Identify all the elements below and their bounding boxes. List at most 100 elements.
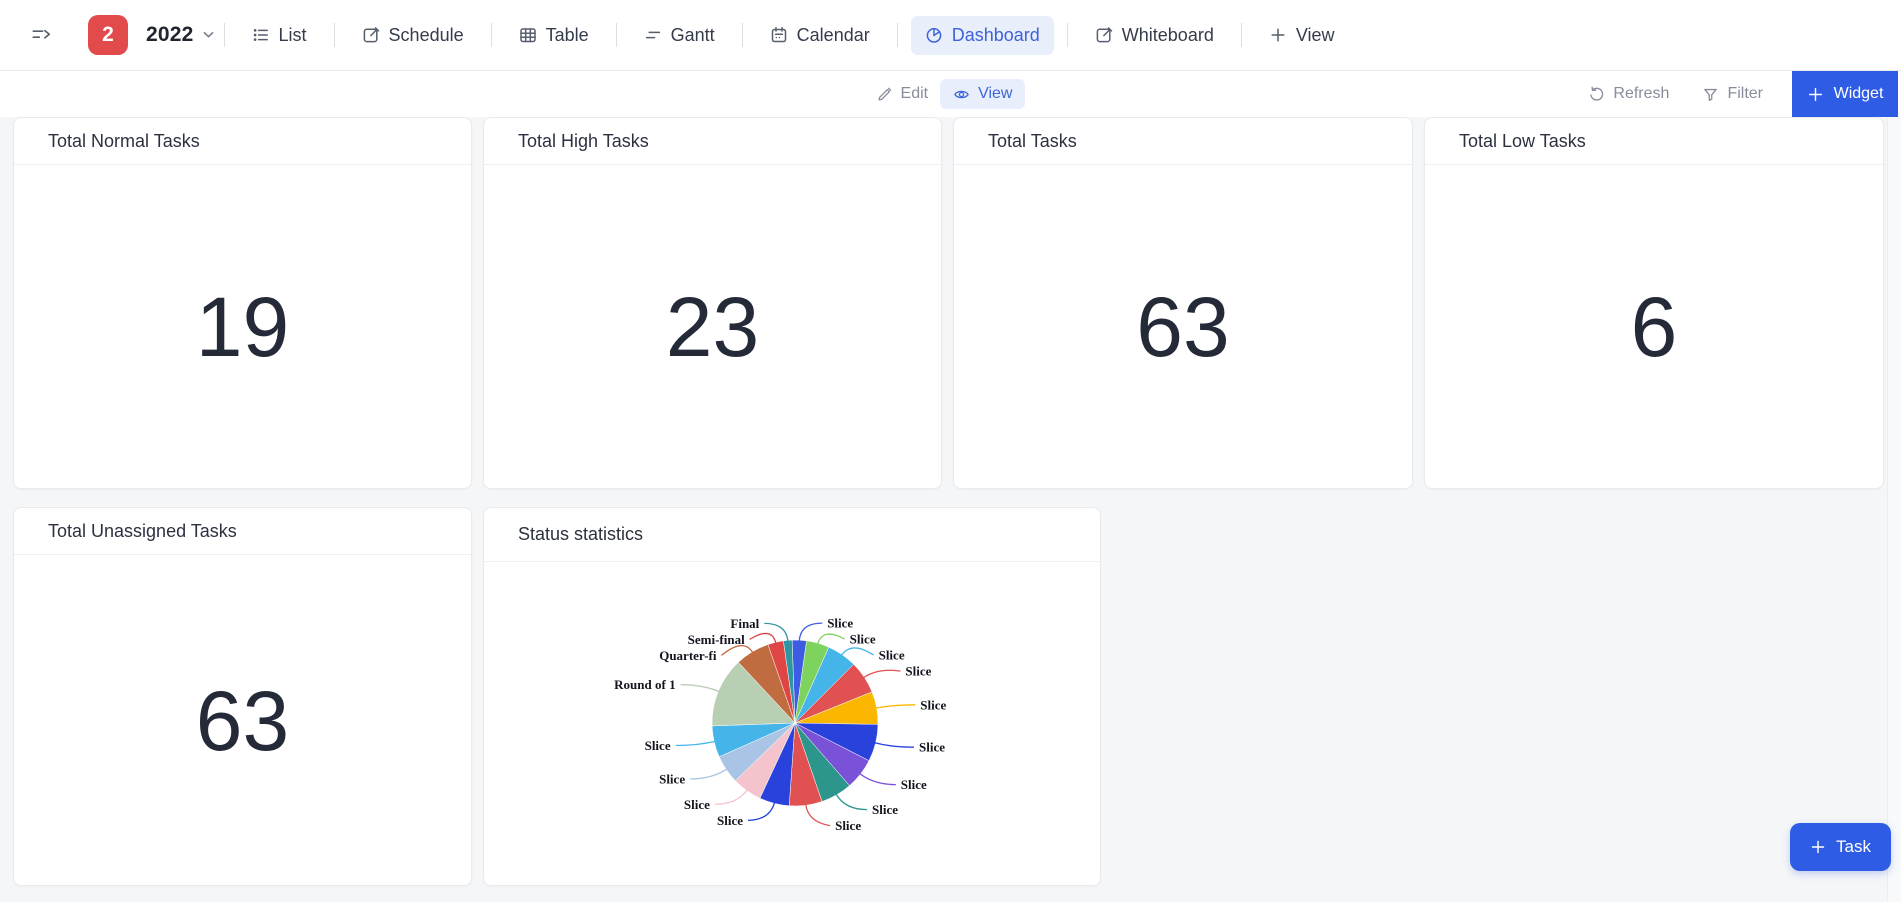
- pie-leader-line: [835, 793, 868, 810]
- widget-card-total-low-tasks[interactable]: Total Low Tasks 6: [1424, 117, 1884, 489]
- plus-icon: [1807, 86, 1824, 103]
- tab-separator: [490, 23, 492, 47]
- gantt-icon: [644, 26, 662, 44]
- widget-card-total-unassigned-tasks[interactable]: Total Unassigned Tasks 63: [13, 507, 472, 886]
- tab-table[interactable]: Table: [505, 16, 603, 55]
- card-title: Total Unassigned Tasks: [14, 508, 471, 555]
- pie-slice-label: Slice: [835, 818, 861, 833]
- dashboard-toolbar: Edit View Refresh Filter: [0, 71, 1901, 117]
- refresh-icon: [1588, 86, 1605, 103]
- pie-slice-label: Slice: [850, 631, 876, 646]
- status-pie-svg: SliceSliceSliceSliceSliceSliceSliceSlice…: [614, 615, 946, 833]
- pie-leader-line: [874, 741, 915, 748]
- tab-label: Calendar: [796, 24, 870, 45]
- top-nav-bar: 2 2022 List Schedule Table: [0, 0, 1901, 71]
- pie-leader-line: [764, 622, 789, 641]
- tab-whiteboard[interactable]: Whiteboard: [1081, 16, 1228, 55]
- edit-label: Edit: [900, 85, 929, 102]
- pie-slice-label: Slice: [659, 771, 685, 786]
- pie-slice-label: Slice: [905, 663, 931, 678]
- vertical-scrollbar[interactable]: [1887, 117, 1901, 902]
- pie-slice-label: Slice: [717, 812, 743, 827]
- plus-icon: [1810, 839, 1826, 855]
- pie-leader-line: [840, 646, 874, 656]
- tab-separator: [896, 23, 898, 47]
- tab-calendar[interactable]: Calendar: [756, 16, 884, 55]
- schedule-icon: [362, 26, 380, 44]
- add-widget-button[interactable]: Widget: [1792, 71, 1898, 117]
- widget-card-status-statistics[interactable]: Status statistics Slice Slice Slice Slice Sl…: [483, 507, 1101, 886]
- tab-dashboard[interactable]: Dashboard: [910, 15, 1054, 55]
- pie-slice-label: Round of 1: [614, 677, 675, 692]
- pie-slice-label: Slice: [879, 647, 905, 662]
- pie-leader-line: [749, 632, 777, 643]
- chevron-down-icon[interactable]: [203, 31, 214, 39]
- tab-label: Schedule: [388, 24, 464, 45]
- pie-slice-label: Slice: [872, 802, 898, 817]
- whiteboard-icon: [1095, 26, 1113, 44]
- pie-slice-label: Semi-final: [688, 631, 745, 646]
- pie-leader-line: [863, 669, 901, 678]
- tab-label: Whiteboard: [1121, 24, 1214, 45]
- widget-card-total-high-tasks[interactable]: Total High Tasks 23: [483, 117, 942, 489]
- list-icon: [252, 26, 270, 44]
- tab-add-view[interactable]: View: [1255, 16, 1349, 55]
- stat-value: 63: [1136, 280, 1230, 374]
- workspace-badge[interactable]: 2: [88, 15, 128, 55]
- card-title: Status statistics: [484, 508, 1100, 562]
- plus-icon: [1269, 26, 1287, 44]
- add-task-button[interactable]: Task: [1790, 823, 1891, 871]
- pie-slice-label: Slice: [920, 697, 946, 712]
- tab-schedule[interactable]: Schedule: [348, 16, 478, 55]
- filter-funnel-icon: [1702, 86, 1719, 103]
- tab-list[interactable]: List: [238, 16, 321, 55]
- calendar-icon: [770, 26, 788, 44]
- pie-leader-line: [690, 767, 728, 780]
- pie-leader-line: [680, 683, 720, 692]
- widget-card-total-normal-tasks[interactable]: Total Normal Tasks 19: [13, 117, 472, 489]
- pie-leader-line: [747, 801, 776, 821]
- widget-card-total-tasks[interactable]: Total Tasks 63: [953, 117, 1413, 489]
- card-title: Total Tasks: [954, 118, 1412, 165]
- dashboard-content: Total Normal Tasks 19 Total High Tasks 2…: [0, 117, 1901, 902]
- table-icon: [519, 26, 537, 44]
- tab-label: Table: [545, 24, 589, 45]
- card-title: Total Normal Tasks: [14, 118, 471, 165]
- tab-separator: [741, 23, 743, 47]
- filter-button[interactable]: Filter: [1702, 85, 1763, 103]
- pie-leader-line: [859, 772, 896, 785]
- mode-switch-group: Edit View: [876, 71, 1026, 117]
- pie-leader-line: [875, 703, 916, 709]
- edit-mode-button[interactable]: Edit: [876, 85, 929, 103]
- tab-gantt[interactable]: Gantt: [630, 16, 729, 55]
- tab-separator: [223, 23, 225, 47]
- tab-separator: [1240, 23, 1242, 47]
- pie-leader-line: [721, 644, 754, 656]
- sidebar-expand-icon[interactable]: [26, 21, 56, 49]
- tab-label: List: [278, 24, 307, 45]
- stat-value: 63: [195, 673, 290, 768]
- pie-leader-line: [675, 740, 716, 746]
- workspace-name[interactable]: 2022: [146, 23, 194, 46]
- tab-label: Gantt: [670, 24, 715, 45]
- stat-value: 19: [195, 280, 290, 374]
- pie-slice-label: Quarter-fi: [659, 647, 717, 662]
- pie-slice-label: Slice: [919, 739, 945, 754]
- pie-slice-label: Slice: [827, 615, 853, 630]
- refresh-label: Refresh: [1613, 85, 1670, 102]
- task-label: Task: [1836, 837, 1871, 856]
- view-mode-button[interactable]: View: [940, 79, 1026, 109]
- pie-slice-label: Slice: [684, 796, 710, 811]
- card-title: Total Low Tasks: [1425, 118, 1883, 165]
- toolbar-actions: Refresh Filter: [1588, 71, 1763, 117]
- widget-label: Widget: [1833, 85, 1884, 102]
- card-title: Total High Tasks: [484, 118, 941, 165]
- pie-slice-label: Final: [730, 615, 759, 630]
- tab-label: Dashboard: [951, 24, 1040, 45]
- pie-slice-label: Slice: [645, 738, 671, 753]
- tab-separator: [1066, 23, 1068, 47]
- tab-separator: [333, 23, 335, 47]
- refresh-button[interactable]: Refresh: [1588, 85, 1669, 103]
- pencil-icon: [876, 86, 893, 103]
